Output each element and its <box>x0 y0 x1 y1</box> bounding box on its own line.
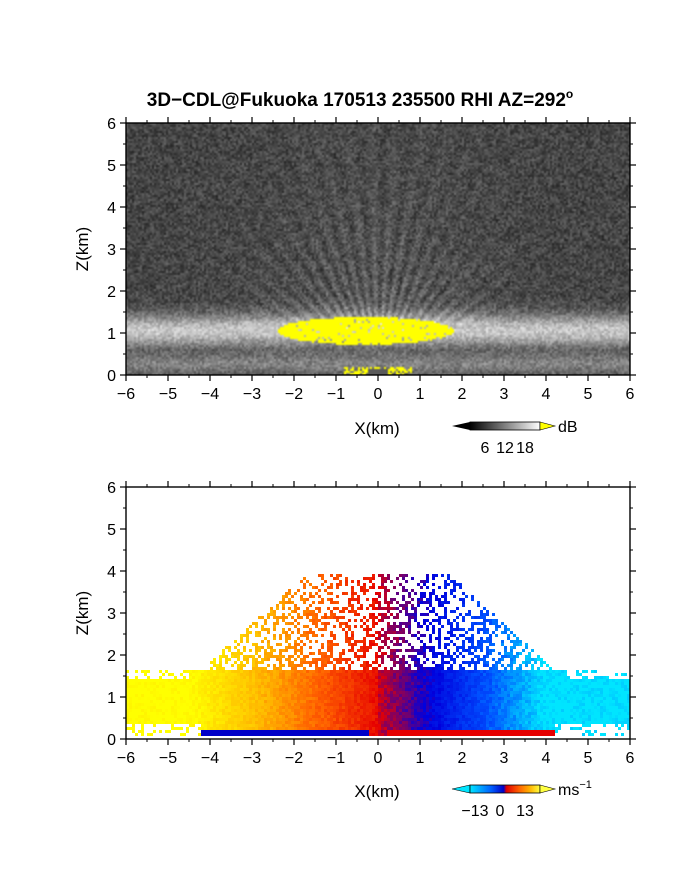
y-tick-label: 6 <box>107 116 116 133</box>
colorbar-tick-label: 0 <box>496 803 505 820</box>
colorbar-gradient <box>469 421 541 431</box>
chart-title: 3D−CDL@Fukuoka 170513 235500 RHI AZ=292o <box>147 87 574 111</box>
x-tick-label: 6 <box>626 750 635 767</box>
colorbar-over-triangle <box>539 784 557 794</box>
x-tick-label: −3 <box>243 386 261 403</box>
x-tick-label: 1 <box>416 386 425 403</box>
x-tick-label: −6 <box>117 750 135 767</box>
colorbar-tick-labels: 6 12 18 <box>481 440 534 457</box>
x-tick-label: −4 <box>201 750 219 767</box>
x-tick-label: −5 <box>159 750 177 767</box>
y-tick-label: 6 <box>107 480 116 497</box>
reflectivity-y-axis-label: Z(km) <box>73 227 92 271</box>
colorbar-tick-labels: −13 0 13 <box>461 803 534 820</box>
colorbar-unit-base: ms <box>558 782 579 799</box>
colorbar-under-triangle <box>451 784 471 794</box>
x-tick-label: 4 <box>542 386 551 403</box>
reflectivity-field <box>126 123 630 375</box>
y-tick-label: 1 <box>107 326 116 343</box>
x-tick-label: 3 <box>500 386 509 403</box>
velocity-field <box>126 487 630 739</box>
colorbar-tick-label: 18 <box>516 440 534 457</box>
y-tick-label: 5 <box>107 522 116 539</box>
colorbar-tick-label: −13 <box>461 803 488 820</box>
y-tick-label: 5 <box>107 158 116 175</box>
degree-superscript: o <box>566 87 573 101</box>
colorbar-unit-label: dB <box>558 419 578 436</box>
x-tick-label: −6 <box>117 386 135 403</box>
y-tick-label: 1 <box>107 690 116 707</box>
x-tick-label: 2 <box>458 386 467 403</box>
y-tick-label: 3 <box>107 606 116 623</box>
y-tick-label: 3 <box>107 242 116 259</box>
x-tick-label: 2 <box>458 750 467 767</box>
reflectivity-colorbar: dB 6 12 18 <box>452 419 578 457</box>
y-tick-label: 4 <box>107 200 116 217</box>
colorbar-over-triangle <box>539 421 557 431</box>
chart-title-text: 3D−CDL@Fukuoka 170513 235500 RHI AZ=292 <box>147 90 566 111</box>
y-tick-label: 2 <box>107 284 116 301</box>
x-tick-label: −1 <box>327 750 345 767</box>
y-tick-label: 2 <box>107 648 116 665</box>
reflectivity-x-axis-label: X(km) <box>354 419 399 438</box>
x-tick-label: 5 <box>584 386 593 403</box>
colorbar-tick-label: 12 <box>496 440 514 457</box>
x-tick-label: −5 <box>159 386 177 403</box>
colorbar-tick-label: 6 <box>481 440 490 457</box>
x-tick-label: −4 <box>201 386 219 403</box>
x-tick-label: 0 <box>374 750 383 767</box>
y-tick-label: 0 <box>107 732 116 749</box>
x-tick-label: 5 <box>584 750 593 767</box>
colorbar-tick-label: 13 <box>516 803 534 820</box>
x-tick-label: −2 <box>285 750 303 767</box>
x-tick-label: −1 <box>327 386 345 403</box>
velocity-y-axis-label: Z(km) <box>73 591 92 635</box>
y-tick-label: 4 <box>107 564 116 581</box>
x-tick-label: 0 <box>374 386 383 403</box>
reflectivity-axis-ticks: −6 −5 −4 −3 −2 −1 0 1 2 3 4 5 6 0 1 2 3 4 5 6 <box>107 116 636 403</box>
colorbar-unit-exponent: −1 <box>579 779 592 791</box>
x-tick-label: 4 <box>542 750 551 767</box>
velocity-x-axis-label: X(km) <box>354 782 399 801</box>
y-tick-label: 0 <box>107 368 116 385</box>
velocity-axis-ticks: −6 −5 −4 −3 −2 −1 0 1 2 3 4 5 6 0 1 2 3 4 5 6 <box>107 480 636 767</box>
x-tick-label: −3 <box>243 750 261 767</box>
velocity-colorbar: ms−1 −13 0 13 <box>451 779 592 820</box>
colorbar-gradient <box>469 784 541 794</box>
velocity-panel: −6 −5 −4 −3 −2 −1 0 1 2 3 4 5 6 0 1 2 3 4 5 6 X(km) Z(km) m… <box>73 480 636 820</box>
x-tick-label: 6 <box>626 386 635 403</box>
x-tick-label: 1 <box>416 750 425 767</box>
colorbar-under-triangle <box>452 422 470 430</box>
x-tick-label: −2 <box>285 386 303 403</box>
x-tick-label: 3 <box>500 750 509 767</box>
colorbar-unit-label: ms−1 <box>558 779 592 799</box>
